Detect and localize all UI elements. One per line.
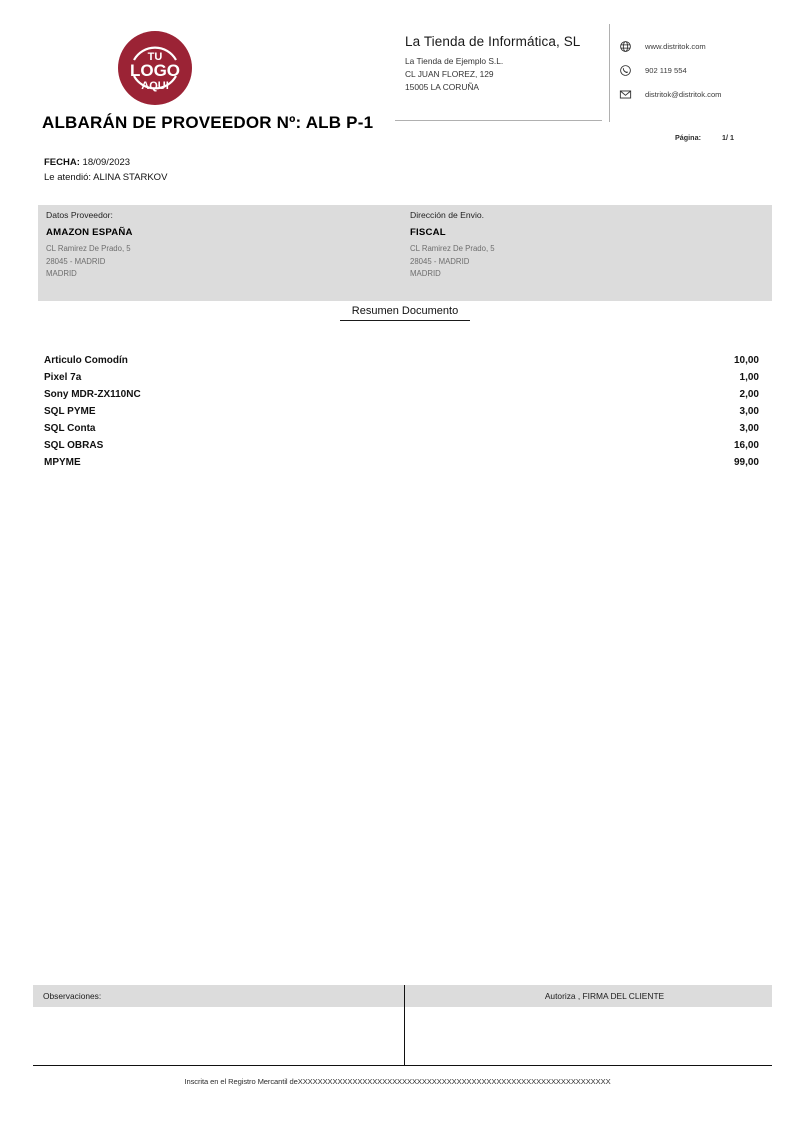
footer-vertical-divider xyxy=(404,985,406,1065)
summary-item-row: SQL OBRAS 16,00 xyxy=(44,437,759,454)
page-title: ALBARÁN DE PROVEEDOR Nº: ALB P-1 xyxy=(42,113,374,132)
summary-item-name: SQL PYME xyxy=(44,406,96,417)
attended-by-value: ALINA STARKOV xyxy=(93,172,168,183)
globe-icon xyxy=(618,39,633,54)
summary-item-row: SQL PYME 3,00 xyxy=(44,403,759,420)
shipping-street: CL Ramirez De Prado, 5 xyxy=(410,244,495,253)
observations-label: Observaciones: xyxy=(43,991,102,1001)
company-logo: TU LOGO AQUI xyxy=(118,31,192,105)
summary-item-quantity: 16,00 xyxy=(733,440,759,451)
shipping-name: FISCAL xyxy=(410,227,446,238)
page-number-label: Página: xyxy=(675,133,701,142)
contact-info: www.distritok.com 902 119 554 distritok@… xyxy=(618,36,788,108)
summary-item-quantity: 10,00 xyxy=(733,355,759,366)
summary-item-row: Sony MDR-ZX110NC 2,00 xyxy=(44,386,759,403)
shipping-postal: 28045 - MADRID xyxy=(410,256,470,266)
summary-item-name: SQL Conta xyxy=(44,423,96,434)
company-legal-name: La Tienda de Ejemplo S.L. xyxy=(405,56,504,66)
summary-item-quantity: 99,00 xyxy=(733,457,759,468)
footer-signature-area xyxy=(33,1007,772,1065)
summary-item-name: Sony MDR-ZX110NC xyxy=(44,389,141,400)
date-value: 18/09/2023 xyxy=(82,157,131,168)
summary-item-name: MPYME xyxy=(44,457,81,468)
logo-text-line1: TU xyxy=(148,51,163,63)
supplier-province: MADRID xyxy=(46,269,77,278)
summary-item-quantity: 1,00 xyxy=(739,372,759,383)
shipping-block: Dirección de Envio. FISCAL CL Ramirez De… xyxy=(410,205,750,281)
supplier-heading: Datos Proveedor: xyxy=(46,210,113,220)
footer-bottom-rule xyxy=(33,1065,772,1067)
summary-heading: Resumen Documento xyxy=(340,305,470,321)
contact-row-email: distritok@distritok.com xyxy=(618,84,788,104)
contact-row-phone: 902 119 554 xyxy=(618,60,788,80)
summary-item-quantity: 3,00 xyxy=(739,423,759,434)
envelope-icon xyxy=(618,87,633,102)
supplier-street: CL Ramirez De Prado, 5 xyxy=(46,244,131,253)
company-info: La Tienda de Informática, SL La Tienda d… xyxy=(405,34,605,94)
supplier-postal: 28045 - MADRID xyxy=(46,256,106,266)
date-label: FECHA: xyxy=(44,157,80,168)
attended-by-label: Le atendió: xyxy=(44,172,92,183)
company-name: La Tienda de Informática, SL xyxy=(405,34,581,49)
summary-item-quantity: 2,00 xyxy=(739,389,759,400)
attended-by-field: Le atendió: ALINA STARKOV xyxy=(44,172,167,183)
supplier-block: Datos Proveedor: AMAZON ESPAÑA CL Ramire… xyxy=(46,205,386,281)
header-vertical-divider xyxy=(609,24,610,122)
contact-row-website: www.distritok.com xyxy=(618,36,788,56)
summary-item-name: Articulo Comodín xyxy=(44,355,128,366)
summary-item-quantity: 3,00 xyxy=(739,406,759,417)
summary-item-list: Articulo Comodín 10,00 Pixel 7a 1,00 Sony MD… xyxy=(44,352,759,471)
shipping-heading: Dirección de Envio. xyxy=(410,210,485,220)
summary-item-row: Pixel 7a 1,00 xyxy=(44,369,759,386)
summary-item-name: Pixel 7a xyxy=(44,372,82,383)
legal-footer-text: Inscrita en el Registro Mercantil deXXXX… xyxy=(184,1077,611,1086)
logo-circle-shape xyxy=(118,31,192,105)
summary-item-name: SQL OBRAS xyxy=(44,440,104,451)
logo-text-line2: LOGO xyxy=(130,61,180,80)
logo-text-line3: AQUI xyxy=(141,80,169,92)
supplier-name: AMAZON ESPAÑA xyxy=(46,227,133,238)
website-text: www.distritok.com xyxy=(645,41,706,51)
phone-text: 902 119 554 xyxy=(645,65,687,75)
address-panel: Datos Proveedor: AMAZON ESPAÑA CL Ramire… xyxy=(38,205,772,301)
company-address: CL JUAN FLOREZ, 129 xyxy=(405,69,494,79)
summary-item-row: MPYME 99,00 xyxy=(44,454,759,471)
summary-item-row: SQL Conta 3,00 xyxy=(44,420,759,437)
date-field: FECHA: 18/09/2023 xyxy=(44,157,130,168)
shipping-province: MADRID xyxy=(410,269,441,278)
page-number-value: 1/ 1 xyxy=(722,133,734,142)
company-city: 15005 LA CORUÑA xyxy=(405,82,480,92)
logo-stamp-icon: TU LOGO AQUI xyxy=(130,46,180,92)
footer-header-bar: Observaciones: Autoriza , FIRMA DEL CLIE… xyxy=(33,985,772,1007)
authorization-label: Autoriza , FIRMA DEL CLIENTE xyxy=(544,991,665,1001)
phone-icon xyxy=(618,63,633,78)
email-text: distritok@distritok.com xyxy=(645,89,722,99)
header-horizontal-rule xyxy=(395,120,602,121)
summary-item-row: Articulo Comodín 10,00 xyxy=(44,352,759,369)
